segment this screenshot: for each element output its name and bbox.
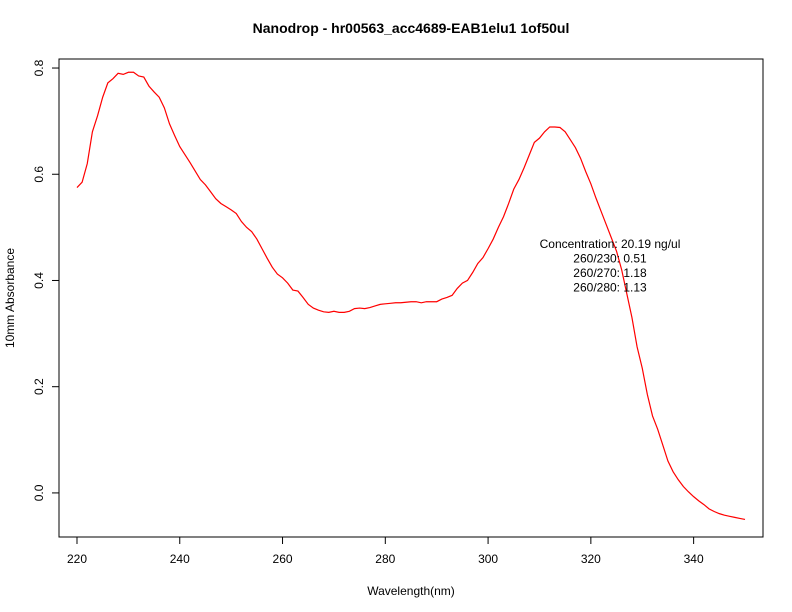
annotation-line: Concentration: 20.19 ng/ul <box>540 237 681 251</box>
x-tick-label: 280 <box>375 552 395 566</box>
y-tick-label: 0.4 <box>32 272 46 289</box>
y-tick-label: 0.2 <box>32 378 46 395</box>
y-tick-label: 0.8 <box>32 59 46 76</box>
chart-title: Nanodrop - hr00563_acc4689-EAB1elu1 1of5… <box>253 20 570 36</box>
x-tick-label: 220 <box>67 552 87 566</box>
y-axis-label: 10mm Absorbance <box>3 248 17 348</box>
y-tick-label: 0.0 <box>32 484 46 501</box>
annotation-line: 260/230: 0.51 <box>573 252 647 266</box>
x-tick-label: 300 <box>478 552 498 566</box>
absorbance-series-line <box>76 71 746 521</box>
plot-frame <box>58 58 764 538</box>
annotation-line: 260/270: 1.18 <box>573 266 647 280</box>
y-axis: 0.0 0.2 0.4 0.6 0.8 <box>32 59 60 501</box>
x-axis-label: Wavelength(nm) <box>367 584 455 598</box>
x-tick-label: 260 <box>273 552 293 566</box>
x-tick-label: 320 <box>581 552 601 566</box>
y-tick-label: 0.6 <box>32 166 46 183</box>
x-axis: 220 240 260 280 300 320 340 <box>67 536 704 566</box>
annotation-line: 260/280: 1.13 <box>573 281 647 295</box>
x-tick-label: 240 <box>170 552 190 566</box>
x-tick-label: 340 <box>684 552 704 566</box>
